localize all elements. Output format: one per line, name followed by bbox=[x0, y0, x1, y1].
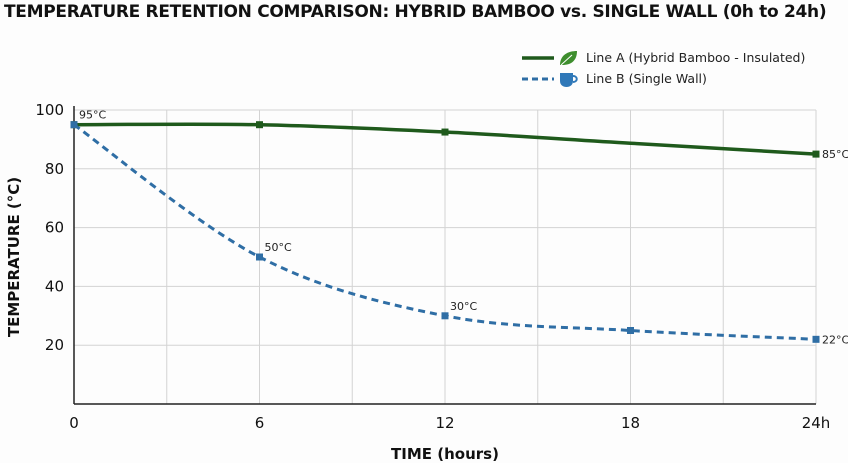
x-tick-label: 0 bbox=[69, 414, 79, 432]
y-axis-label: TEMPERATURE (°C) bbox=[5, 177, 23, 337]
data-label: 30°C bbox=[450, 300, 477, 313]
data-point-marker bbox=[627, 327, 634, 334]
legend-item-line-b: Line B (Single Wall) bbox=[520, 68, 805, 89]
data-label: 85°C bbox=[822, 148, 848, 161]
legend-item-line-a: Line A (Hybrid Bamboo - Insulated) bbox=[520, 47, 805, 68]
x-axis-label: TIME (hours) bbox=[391, 445, 499, 463]
legend-label-line-a: Line A (Hybrid Bamboo - Insulated) bbox=[586, 50, 806, 65]
data-point-marker bbox=[70, 121, 78, 129]
data-point-marker bbox=[812, 150, 820, 158]
y-tick-label: 100 bbox=[35, 101, 64, 119]
data-point-marker bbox=[256, 253, 263, 261]
labels: 85°C 95°C 50°C 30°C 22°C bbox=[79, 109, 848, 347]
y-tick-label: 80 bbox=[45, 160, 64, 178]
data-label: 50°C bbox=[265, 241, 292, 254]
x-tick-label: 24h bbox=[802, 414, 831, 432]
y-tick-label: 60 bbox=[45, 219, 64, 237]
chart-title: TEMPERATURE RETENTION COMPARISON: HYBRID… bbox=[4, 2, 827, 22]
y-tick-label: 20 bbox=[45, 336, 64, 354]
data-label: 22°C bbox=[822, 333, 848, 346]
data-point-marker bbox=[256, 121, 263, 129]
y-tick-label: 40 bbox=[45, 277, 64, 295]
data-point-marker bbox=[441, 312, 449, 320]
cup-icon bbox=[560, 72, 578, 87]
legend: Line A (Hybrid Bamboo - Insulated) Line … bbox=[520, 47, 805, 89]
leaf-icon bbox=[560, 50, 577, 65]
data-point-marker bbox=[441, 128, 449, 136]
grid bbox=[74, 109, 817, 404]
series-lines bbox=[70, 121, 820, 343]
legend-swatch-dashed bbox=[522, 72, 578, 87]
x-tick-label: 6 bbox=[255, 414, 265, 432]
x-tick-label: 12 bbox=[435, 414, 454, 432]
legend-label-line-b: Line B (Single Wall) bbox=[586, 71, 707, 86]
x-tick-label: 18 bbox=[621, 414, 640, 432]
data-point-marker bbox=[812, 335, 820, 343]
axes: 0 6 12 18 24h 20 40 60 80 100 bbox=[35, 101, 830, 432]
legend-swatch-solid bbox=[522, 50, 577, 65]
data-label: 95°C bbox=[79, 109, 106, 122]
series-line-b bbox=[73, 123, 817, 341]
